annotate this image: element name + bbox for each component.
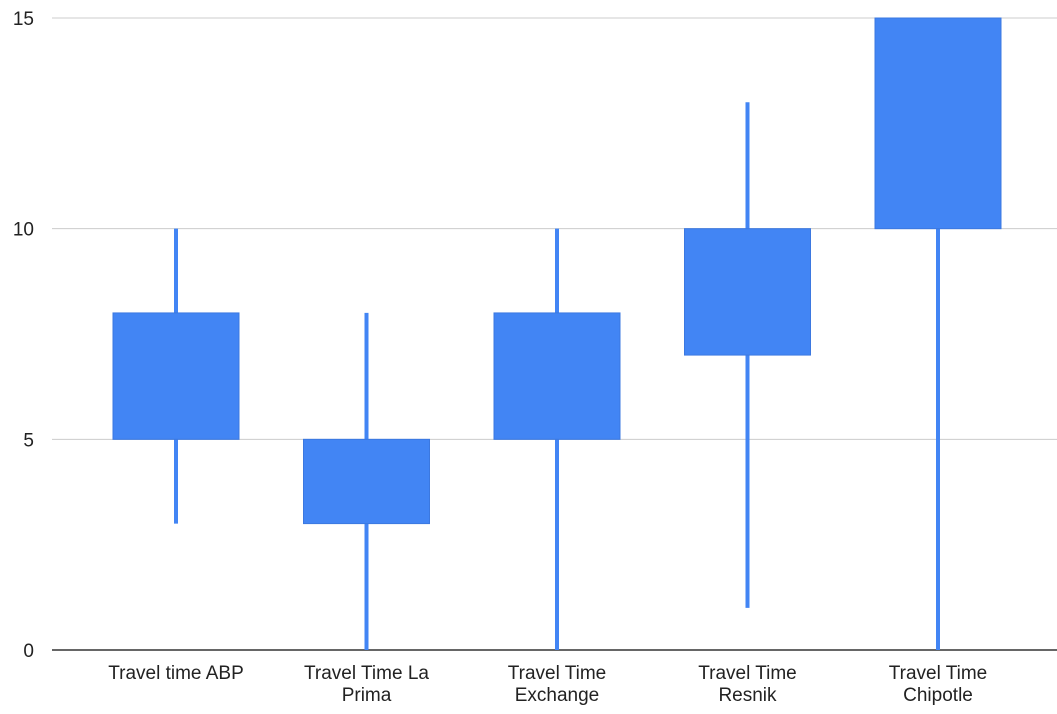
x-axis: Travel time ABP Travel Time La PrimaTravel…: [108, 663, 987, 706]
x-category-label-line: Prima: [342, 685, 392, 706]
y-tick-label: 0: [23, 641, 34, 662]
x-category-label-line: Exchange: [515, 685, 600, 706]
x-category-label: Travel Time Resnik: [698, 663, 797, 706]
candle-body: [303, 438, 430, 525]
candle: [874, 17, 1002, 650]
candles: [112, 17, 1002, 650]
candle: [112, 228, 240, 524]
x-category-label-line: Chipotle: [903, 685, 973, 706]
x-category-label: Travel time ABP: [108, 663, 244, 684]
candle-body: [112, 312, 240, 440]
candle-body: [684, 228, 811, 356]
x-category-label-line: Travel time ABP: [108, 663, 244, 684]
x-category-label-line: Resnik: [718, 685, 777, 706]
x-category-label-line: Travel Time La: [304, 663, 429, 684]
x-category-label-line: Travel Time: [889, 663, 988, 684]
y-tick-label: 15: [13, 9, 34, 30]
x-category-label-line: Travel Time: [508, 663, 607, 684]
y-tick-label: 10: [13, 220, 34, 241]
candle-body: [493, 312, 621, 440]
y-tick-label: 5: [23, 430, 34, 451]
x-category-label: Travel Time Exchange: [508, 663, 607, 706]
y-axis: 0 5 10 15: [13, 9, 34, 662]
x-category-label: Travel Time La Prima: [304, 663, 429, 706]
candle: [493, 228, 621, 650]
x-category-label: Travel Time Chipotle: [889, 663, 988, 706]
candle: [684, 102, 811, 608]
x-category-label-line: Travel Time: [698, 663, 797, 684]
candle-body: [874, 17, 1002, 230]
candle: [303, 312, 430, 650]
